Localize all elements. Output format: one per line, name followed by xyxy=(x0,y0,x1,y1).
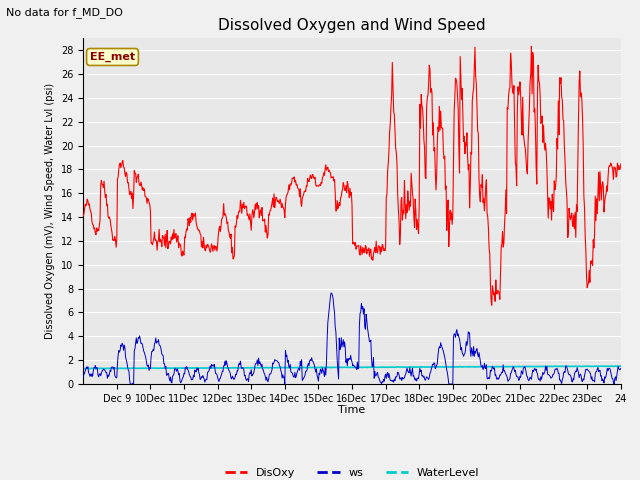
Y-axis label: Dissolved Oxygen (mV), Wind Speed, Water Lvl (psi): Dissolved Oxygen (mV), Wind Speed, Water… xyxy=(45,83,56,339)
Title: Dissolved Oxygen and Wind Speed: Dissolved Oxygen and Wind Speed xyxy=(218,18,486,33)
Text: No data for f_MD_DO: No data for f_MD_DO xyxy=(6,7,124,18)
X-axis label: Time: Time xyxy=(339,405,365,415)
Legend: DisOxy, ws, WaterLevel: DisOxy, ws, WaterLevel xyxy=(220,463,484,480)
Text: EE_met: EE_met xyxy=(90,52,135,62)
